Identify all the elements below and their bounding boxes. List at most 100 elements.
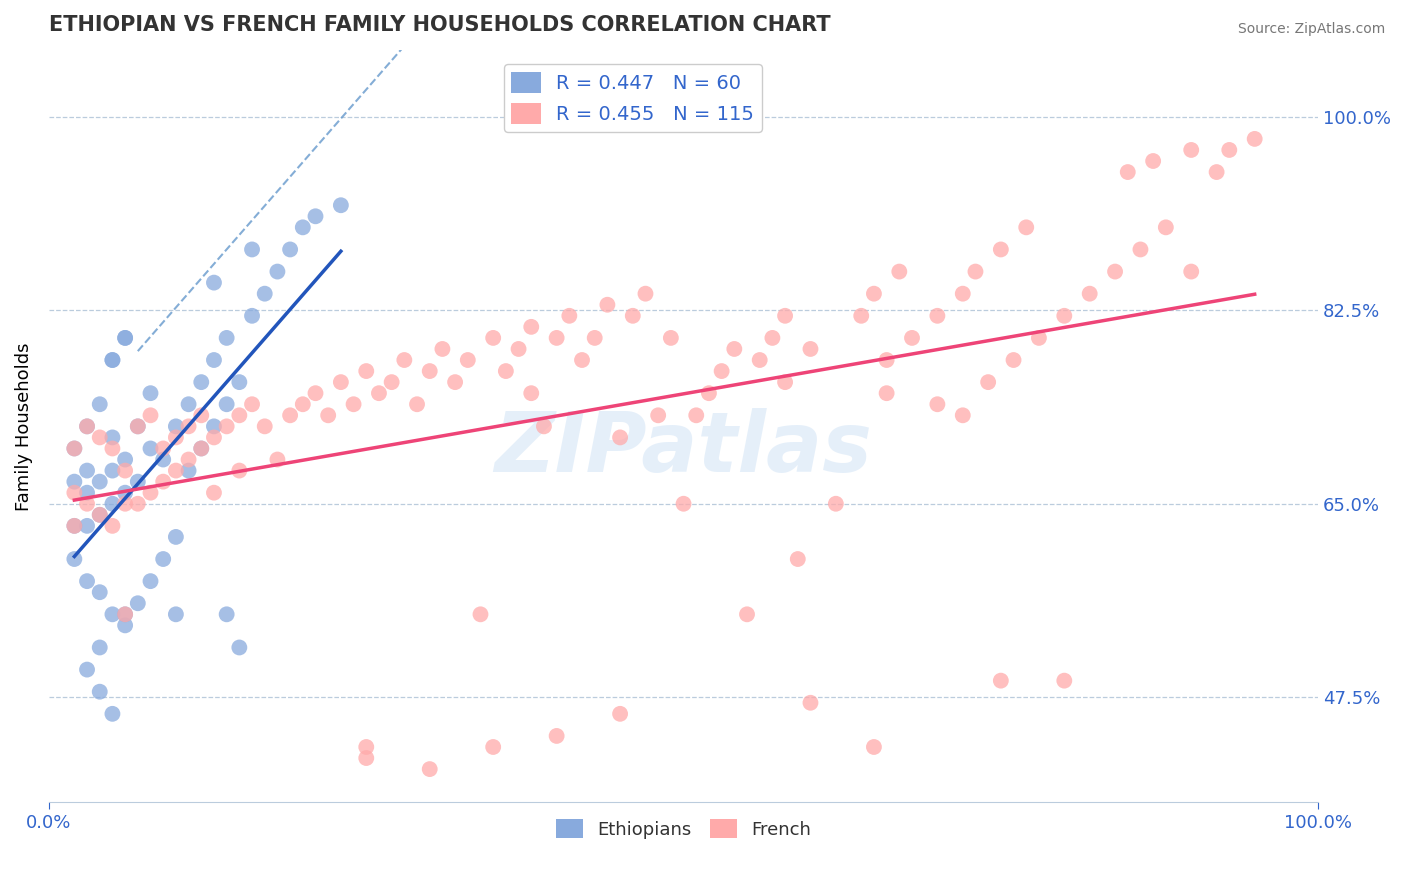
Point <box>228 409 250 423</box>
Point <box>278 243 301 257</box>
Point <box>202 419 225 434</box>
Point <box>952 286 974 301</box>
Point <box>63 519 86 533</box>
Point <box>127 419 149 434</box>
Point <box>710 364 733 378</box>
Point <box>89 475 111 489</box>
Point <box>76 464 98 478</box>
Point <box>470 607 492 622</box>
Point <box>546 729 568 743</box>
Point <box>63 485 86 500</box>
Point <box>876 386 898 401</box>
Point <box>165 464 187 478</box>
Point <box>114 618 136 632</box>
Point <box>89 684 111 698</box>
Point <box>735 607 758 622</box>
Point <box>444 375 467 389</box>
Point <box>482 739 505 754</box>
Text: ZIPatlas: ZIPatlas <box>495 409 873 490</box>
Point <box>647 409 669 423</box>
Point <box>253 286 276 301</box>
Point <box>240 397 263 411</box>
Point <box>304 209 326 223</box>
Point <box>773 375 796 389</box>
Point <box>240 309 263 323</box>
Point <box>495 364 517 378</box>
Point <box>1205 165 1227 179</box>
Point <box>634 286 657 301</box>
Point <box>965 264 987 278</box>
Point <box>342 397 364 411</box>
Point <box>76 419 98 434</box>
Point <box>508 342 530 356</box>
Point <box>1218 143 1240 157</box>
Point <box>609 706 631 721</box>
Point <box>89 397 111 411</box>
Point <box>876 353 898 368</box>
Point <box>1180 264 1202 278</box>
Point <box>165 419 187 434</box>
Point <box>127 419 149 434</box>
Point <box>215 397 238 411</box>
Point <box>63 519 86 533</box>
Text: ETHIOPIAN VS FRENCH FAMILY HOUSEHOLDS CORRELATION CHART: ETHIOPIAN VS FRENCH FAMILY HOUSEHOLDS CO… <box>49 15 831 35</box>
Point <box>482 331 505 345</box>
Point <box>278 409 301 423</box>
Point <box>114 497 136 511</box>
Point <box>177 397 200 411</box>
Legend: Ethiopians, French: Ethiopians, French <box>548 812 818 846</box>
Point <box>215 331 238 345</box>
Point <box>114 485 136 500</box>
Point <box>190 442 212 456</box>
Point <box>533 419 555 434</box>
Point <box>356 364 378 378</box>
Point <box>114 331 136 345</box>
Point <box>927 397 949 411</box>
Point <box>152 452 174 467</box>
Point <box>127 497 149 511</box>
Point <box>329 198 352 212</box>
Point <box>432 342 454 356</box>
Point <box>419 364 441 378</box>
Point <box>672 497 695 511</box>
Point <box>101 353 124 368</box>
Point <box>63 552 86 566</box>
Point <box>659 331 682 345</box>
Point <box>368 386 391 401</box>
Point <box>101 442 124 456</box>
Point <box>101 353 124 368</box>
Point <box>419 762 441 776</box>
Point <box>723 342 745 356</box>
Point <box>1028 331 1050 345</box>
Point <box>824 497 846 511</box>
Point <box>520 319 543 334</box>
Point <box>228 464 250 478</box>
Point <box>139 409 162 423</box>
Point <box>165 607 187 622</box>
Point <box>177 452 200 467</box>
Point <box>1078 286 1101 301</box>
Point <box>139 442 162 456</box>
Point <box>356 751 378 765</box>
Point <box>101 706 124 721</box>
Point <box>583 331 606 345</box>
Point <box>89 585 111 599</box>
Point <box>799 342 821 356</box>
Point <box>76 519 98 533</box>
Point <box>114 607 136 622</box>
Point <box>89 508 111 522</box>
Point <box>863 286 886 301</box>
Point <box>63 442 86 456</box>
Point <box>114 464 136 478</box>
Point <box>1180 143 1202 157</box>
Point <box>76 663 98 677</box>
Point <box>952 409 974 423</box>
Point <box>215 607 238 622</box>
Point <box>76 485 98 500</box>
Point <box>621 309 644 323</box>
Point <box>609 430 631 444</box>
Point <box>89 508 111 522</box>
Point <box>304 386 326 401</box>
Text: Source: ZipAtlas.com: Source: ZipAtlas.com <box>1237 22 1385 37</box>
Point <box>1142 154 1164 169</box>
